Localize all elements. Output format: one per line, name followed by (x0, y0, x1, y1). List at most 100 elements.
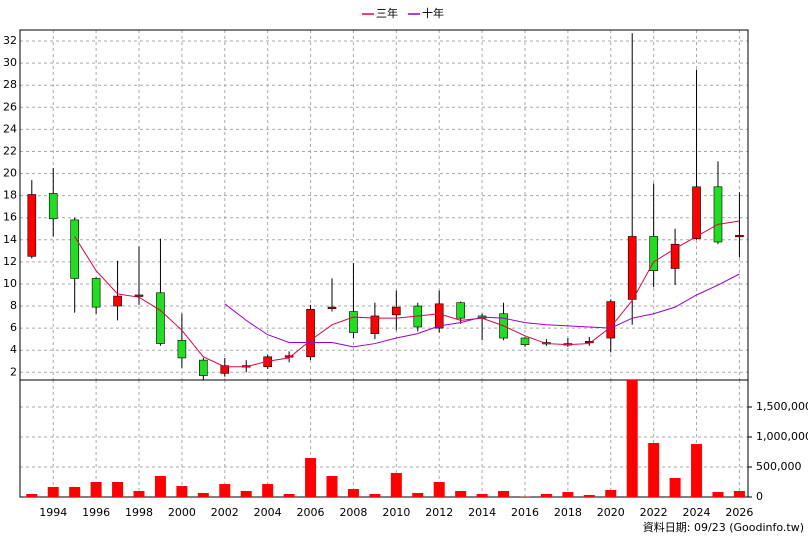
candle-body (70, 219, 79, 279)
volume-bar (433, 482, 445, 497)
volume-bar (262, 483, 274, 497)
y-tick-label: 16 (3, 211, 17, 224)
y-tick-label: 20 (3, 167, 17, 180)
volume-bar (197, 492, 209, 497)
volume-bar (176, 486, 188, 497)
candle-body (91, 278, 101, 308)
candle-body (113, 295, 122, 307)
legend-label: 十年 (422, 6, 444, 20)
footer: 資料日期: 09/23 (Goodinfo.tw) (643, 520, 804, 534)
candle-body (370, 315, 380, 334)
candle-body (177, 339, 187, 359)
x-tick-label: 2026 (725, 506, 753, 519)
ma-line (74, 220, 740, 368)
volume-bar (476, 494, 488, 497)
volume-bar (219, 483, 231, 497)
y-tick-label: 28 (3, 78, 17, 91)
volume-bar (540, 494, 552, 497)
volume-bar (626, 380, 638, 497)
candle-body (649, 236, 658, 271)
candle-body (220, 365, 230, 374)
volume-bar (369, 494, 381, 497)
volume-bar (691, 444, 703, 497)
volume-bar (326, 476, 338, 497)
candle-body (306, 309, 315, 358)
x-tick-label: 1994 (39, 506, 67, 519)
candle-body (735, 235, 744, 238)
volume-bar (47, 486, 59, 497)
candle-body (520, 337, 530, 345)
volume-bar (240, 491, 252, 497)
candle-body (327, 306, 337, 309)
legend-label: 三年 (376, 6, 398, 20)
volume-bar (733, 491, 745, 497)
y-tick-label: 12 (3, 255, 17, 268)
y-tick-label: 6 (10, 321, 17, 334)
y-tick-label: 24 (3, 122, 17, 135)
y-tick-label: 10 (3, 277, 17, 290)
volume-bar (412, 492, 424, 497)
x-tick-label: 2008 (339, 506, 367, 519)
y-tick-label: 22 (3, 144, 17, 157)
candle-body (585, 341, 594, 344)
y-tick-label: 30 (3, 56, 17, 69)
volume-bar (133, 491, 145, 497)
x-tick-label: 2004 (254, 506, 282, 519)
candle-body (199, 359, 208, 376)
x-tick-label: 2020 (597, 506, 625, 519)
volume-bar (455, 491, 467, 497)
candle-body (627, 236, 637, 300)
x-tick-label: 2000 (168, 506, 196, 519)
x-tick-label: 2014 (468, 506, 496, 519)
y-tick-label: 4 (10, 343, 17, 356)
volume-bar (583, 495, 595, 497)
volume-bar (712, 492, 724, 497)
volume-bar (605, 489, 617, 497)
x-tick-label: 2018 (554, 506, 582, 519)
y-tick-label: 1,000,000 (756, 430, 808, 443)
x-tick-label: 2012 (425, 506, 453, 519)
plot-frame (19, 379, 749, 498)
candle-body (670, 243, 680, 269)
volume-bar (112, 482, 124, 497)
candle-body (434, 303, 444, 329)
x-tick-label: 2024 (683, 506, 711, 519)
y-tick-label: 1,500,000 (756, 400, 808, 413)
candle-body (392, 306, 401, 316)
volume-bar (305, 458, 317, 497)
volume-bar (347, 489, 359, 497)
candle-body (134, 294, 144, 297)
volume-bar (562, 492, 574, 497)
candle-body (284, 355, 294, 358)
volume-bar (26, 494, 38, 497)
volume-bar (90, 482, 102, 497)
volume-bar (154, 476, 166, 497)
y-tick-label: 18 (3, 189, 17, 202)
candle-body (606, 301, 616, 339)
candle-body (456, 302, 465, 319)
volume-bar (648, 443, 660, 497)
y-tick-label: 14 (3, 233, 17, 246)
candle-body (349, 311, 358, 333)
y-tick-label: 32 (3, 34, 17, 47)
y-tick-label: 500,000 (756, 460, 802, 473)
x-tick-label: 1996 (82, 506, 110, 519)
candle-body (692, 186, 701, 239)
y-tick-label: 0 (756, 490, 763, 503)
x-tick-label: 2006 (297, 506, 325, 519)
y-tick-label: 8 (10, 299, 17, 312)
candle-body (713, 186, 723, 243)
candle-body (156, 292, 165, 344)
candle-body (27, 194, 37, 257)
volume-bar (69, 486, 81, 497)
ma-line (224, 273, 740, 348)
x-tick-label: 1998 (125, 506, 153, 519)
volume-bar (283, 494, 295, 497)
volume-bar (498, 491, 510, 497)
y-tick-label: 2 (10, 365, 17, 378)
candle-body (48, 193, 58, 220)
volume-bar (669, 477, 681, 497)
